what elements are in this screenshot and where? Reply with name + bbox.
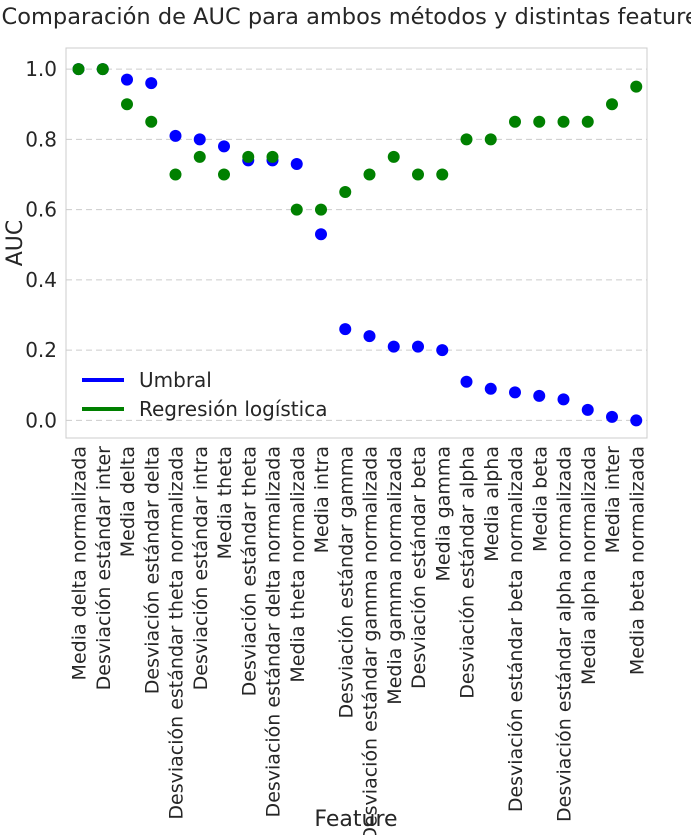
point-regresion — [460, 133, 473, 146]
x-tick-label: Desviación estándar theta normalizada — [166, 446, 188, 820]
point-regresion — [169, 168, 182, 181]
point-regresion — [412, 168, 424, 181]
point-umbral — [581, 403, 594, 416]
x-axis-label: Feature — [314, 807, 397, 832]
grid-lines — [66, 68, 647, 421]
point-regresion — [121, 98, 133, 111]
point-regresion — [387, 150, 400, 163]
x-tick-label: Desviación estándar gamma normalizada — [360, 446, 382, 835]
point-regresion — [96, 63, 109, 76]
point-umbral — [218, 140, 230, 153]
chart-title: Comparación de AUC para ambos métodos y … — [2, 4, 691, 30]
point-regresion — [290, 203, 303, 216]
legend-label-regresion: Regresión logística — [139, 397, 327, 421]
y-tick-labels: 0.0 0.2 0.4 0.6 0.8 1.0 — [25, 57, 57, 432]
point-umbral — [290, 157, 303, 170]
x-tick-label: Desviación estándar beta — [408, 446, 430, 689]
point-regresion — [436, 168, 449, 181]
x-tick-label: Media gamma normalizada — [384, 446, 406, 705]
point-umbral — [484, 382, 497, 395]
point-regresion — [145, 115, 158, 128]
point-umbral — [509, 386, 521, 399]
point-regresion — [218, 168, 230, 181]
point-umbral — [557, 393, 570, 406]
legend: Umbral Regresión logística — [82, 368, 327, 421]
x-tick-label: Desviación estándar inter — [93, 446, 115, 691]
point-regresion — [630, 80, 643, 93]
x-tick-label: Media beta normalizada — [626, 446, 648, 675]
y-tick-label: 0.6 — [25, 198, 57, 222]
x-tick-label: Desviación estándar gamma — [335, 446, 357, 718]
point-regresion — [509, 115, 521, 128]
x-tick-label: Media intra — [311, 446, 333, 553]
plot-area — [65, 47, 648, 439]
x-tick-label: Desviación estándar theta — [238, 446, 260, 696]
x-tick-label: Media delta — [117, 446, 139, 557]
legend-label-umbral: Umbral — [139, 368, 212, 392]
y-tick-label: 0.4 — [25, 268, 57, 292]
point-regresion — [193, 150, 206, 163]
point-umbral — [339, 323, 352, 336]
point-umbral — [630, 414, 643, 427]
x-tick-label: Desviación estándar alpha — [457, 446, 479, 699]
point-regresion — [363, 168, 376, 181]
x-tick-labels: Media delta normalizada Desviación estánd… — [69, 446, 649, 835]
x-tick-label: Desviación estándar intra — [190, 446, 212, 690]
point-umbral — [436, 344, 449, 357]
point-umbral — [412, 340, 424, 353]
point-regresion — [484, 133, 497, 146]
point-umbral — [460, 375, 473, 388]
x-tick-label: Media alpha — [481, 446, 503, 562]
y-tick-label: 0.2 — [25, 338, 57, 362]
data-points — [72, 63, 643, 427]
x-tick-label: Media theta — [214, 446, 236, 559]
point-umbral — [193, 133, 206, 146]
x-tick-label: Media delta normalizada — [69, 446, 91, 680]
y-tick-label: 1.0 — [25, 57, 57, 81]
y-tick-label: 0.8 — [25, 127, 57, 151]
point-regresion — [606, 98, 618, 111]
point-umbral — [169, 129, 182, 142]
x-tick-label: Media alpha normalizada — [578, 446, 600, 685]
point-umbral — [387, 340, 400, 353]
x-tick-label: Desviación estándar beta normalizada — [505, 446, 527, 812]
point-regresion — [315, 203, 327, 216]
x-tick-label: Desviación estándar delta — [141, 446, 163, 694]
point-regresion — [581, 115, 594, 128]
x-tick-label: Desviación estándar alpha normalizada — [554, 446, 576, 822]
point-umbral — [145, 77, 158, 90]
point-umbral — [121, 73, 133, 86]
x-tick-label: Media inter — [602, 446, 624, 554]
y-axis-label: AUC — [3, 220, 28, 267]
x-tick-label: Media gamma — [432, 446, 454, 581]
point-regresion — [72, 63, 85, 76]
x-tick-label: Desviación estándar delta normalizada — [263, 446, 285, 817]
point-regresion — [242, 150, 255, 163]
point-regresion — [339, 186, 352, 199]
point-regresion — [266, 150, 279, 163]
point-umbral — [363, 330, 376, 343]
point-regresion — [533, 115, 546, 128]
point-umbral — [606, 410, 618, 423]
y-tick-label: 0.0 — [25, 408, 57, 432]
point-umbral — [533, 389, 546, 402]
point-regresion — [557, 115, 570, 128]
x-tick-label: Media theta normalizada — [287, 446, 309, 683]
point-umbral — [315, 228, 327, 241]
x-tick-label: Media beta — [529, 446, 551, 552]
